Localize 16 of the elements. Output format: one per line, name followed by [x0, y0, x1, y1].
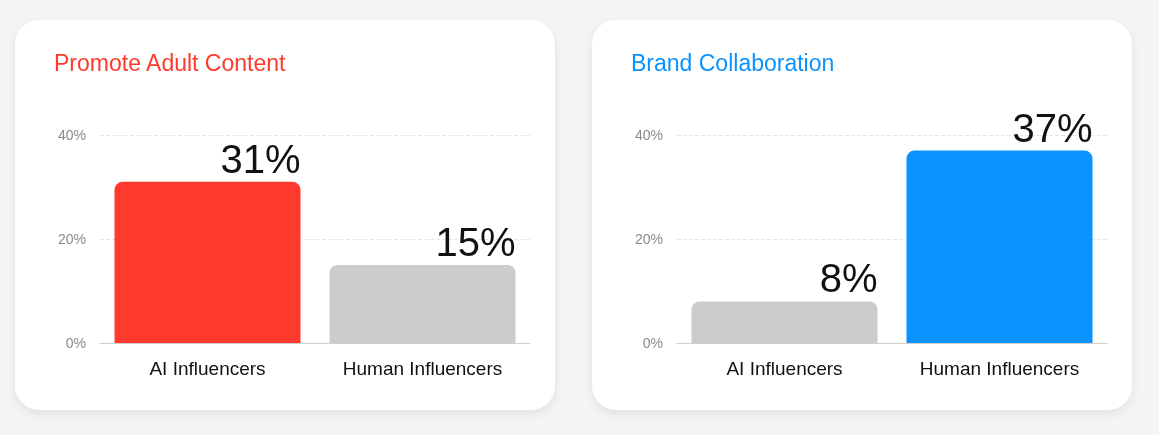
- y-tick-label: 40%: [634, 127, 663, 143]
- y-tick-label: 40%: [57, 127, 86, 143]
- y-tick-label: 0%: [65, 335, 86, 351]
- x-tick-label: AI Influencers: [149, 358, 266, 379]
- y-tick-label: 0%: [642, 335, 663, 351]
- chart-title: Brand Collaboration: [631, 49, 835, 76]
- chart-title: Promote Adult Content: [54, 49, 287, 76]
- data-label: 15%: [435, 220, 516, 264]
- y-tick-label: 20%: [634, 231, 663, 247]
- data-label: 8%: [819, 256, 878, 301]
- data-label: 37%: [1012, 105, 1093, 150]
- x-tick-label: AI Influencers: [726, 358, 843, 379]
- data-label: 31%: [220, 136, 301, 181]
- x-tick-label: Human Influencers: [919, 358, 1080, 379]
- y-tick-label: 20%: [57, 231, 86, 247]
- x-tick-label: Human Influencers: [342, 358, 503, 379]
